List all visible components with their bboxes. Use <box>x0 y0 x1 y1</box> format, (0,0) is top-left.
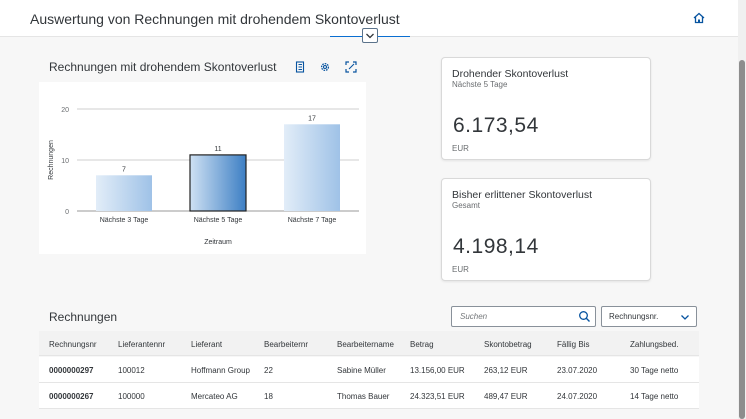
table-cell: 0000000297 <box>49 366 94 375</box>
table-title: Rechnungen <box>49 310 118 324</box>
table-cell: 489,47 EUR <box>484 392 528 401</box>
table-cell: 100000 <box>118 392 145 401</box>
header-collapse-button[interactable] <box>362 28 378 43</box>
table-cell: 100012 <box>118 366 145 375</box>
x-axis-label: Zeitraum <box>204 239 232 246</box>
bar <box>284 124 340 211</box>
kpi-title: Bisher erlittener Skontoverlust <box>452 189 593 201</box>
fullscreen-icon[interactable] <box>345 61 357 73</box>
table-row[interactable]: 0000000297 100012 Hoffmann Group 22 Sabi… <box>39 357 699 383</box>
table-cell: 22 <box>264 366 273 375</box>
home-icon[interactable] <box>692 11 706 25</box>
x-tick-label: Nächste 5 Tage <box>194 217 243 224</box>
x-tick-label: Nächste 3 Tage <box>100 217 149 224</box>
chart-title: Rechnungen mit drohendem Skontoverlust <box>49 60 277 74</box>
kpi-title: Drohender Skontoverlust <box>452 68 569 80</box>
bar <box>96 175 152 211</box>
data-label: 17 <box>308 115 316 122</box>
table-cell: 24.07.2020 <box>557 392 598 401</box>
y-tick-label: 10 <box>61 158 69 165</box>
bar-chart-svg: 0 10 20 Rechnungen 7 Nächste 3 Tage 11 Nächste … <box>48 107 359 246</box>
column-header[interactable]: Skontobetrag <box>484 340 532 349</box>
table-cell: Sabine Müller <box>337 366 386 375</box>
bar-chart: 0 10 20 Rechnungen 7 Nächste 3 Tage 11 Nächste … <box>39 82 366 254</box>
x-tick-label: Nächste 7 Tage <box>288 217 337 224</box>
table-header: Rechnungsnr Lieferantennr Lieferant Bear… <box>39 331 699 356</box>
y-tick-label: 0 <box>65 209 69 216</box>
kpi-unit: EUR <box>452 144 469 153</box>
chevron-down-icon <box>681 315 689 320</box>
data-label: 7 <box>122 166 126 173</box>
kpi-card-drohender-skontoverlust[interactable]: Drohender Skontoverlust Nächste 5 Tage 6… <box>441 57 651 160</box>
kpi-unit: EUR <box>452 265 469 274</box>
table-row[interactable]: 0000000267 100000 Mercateo AG 18 Thomas … <box>39 383 699 409</box>
table-cell: 18 <box>264 392 273 401</box>
kpi-subtitle: Gesamt <box>452 201 481 210</box>
kpi-value: 4.198,14 <box>453 235 539 258</box>
table-cell: 263,12 EUR <box>484 366 528 375</box>
sort-select-value: Rechnungsnr. <box>609 312 659 321</box>
table-cell: 23.07.2020 <box>557 366 598 375</box>
kpi-subtitle: Nächste 5 Tage <box>452 80 508 89</box>
table-cell: 0000000267 <box>49 392 94 401</box>
sort-select[interactable]: Rechnungsnr. <box>601 306 697 327</box>
table-cell: Hoffmann Group <box>191 366 250 375</box>
y-axis-label: Rechnungen <box>48 140 55 180</box>
table-cell: Thomas Bauer <box>337 392 390 401</box>
column-header[interactable]: Bearbeiternr <box>264 340 309 349</box>
search-placeholder: Suchen <box>460 312 488 321</box>
column-header[interactable]: Betrag <box>410 340 434 349</box>
kpi-card-erlittener-skontoverlust[interactable]: Bisher erlittener Skontoverlust Gesamt 4… <box>441 178 651 281</box>
bar <box>189 154 247 212</box>
column-header[interactable]: Lieferantennr <box>118 340 166 349</box>
data-label: 11 <box>214 146 221 153</box>
column-header[interactable]: Fällig Bis <box>557 340 590 349</box>
chevron-down-icon <box>366 33 374 38</box>
column-header[interactable]: Lieferant <box>191 340 223 349</box>
table-cell: Mercateo AG <box>191 392 238 401</box>
y-tick-label: 20 <box>61 107 69 114</box>
table-cell: 13.156,00 EUR <box>410 366 465 375</box>
search-input[interactable]: Suchen <box>451 306 596 327</box>
scrollbar-thumb[interactable] <box>739 60 745 419</box>
page-title: Auswertung von Rechnungen mit drohendem … <box>30 11 400 27</box>
scrollbar[interactable] <box>738 0 746 419</box>
column-header[interactable]: Rechnungsnr <box>49 340 97 349</box>
table-cell: 30 Tage netto <box>630 366 679 375</box>
column-header[interactable]: Bearbeitername <box>337 340 394 349</box>
column-header[interactable]: Zahlungsbed. <box>630 340 679 349</box>
table-cell: 24.323,51 EUR <box>410 392 465 401</box>
table-view-icon[interactable] <box>294 61 306 73</box>
search-icon[interactable] <box>578 310 591 323</box>
gear-icon[interactable] <box>319 61 331 73</box>
kpi-value: 6.173,54 <box>453 114 539 137</box>
table-cell: 14 Tage netto <box>630 392 679 401</box>
